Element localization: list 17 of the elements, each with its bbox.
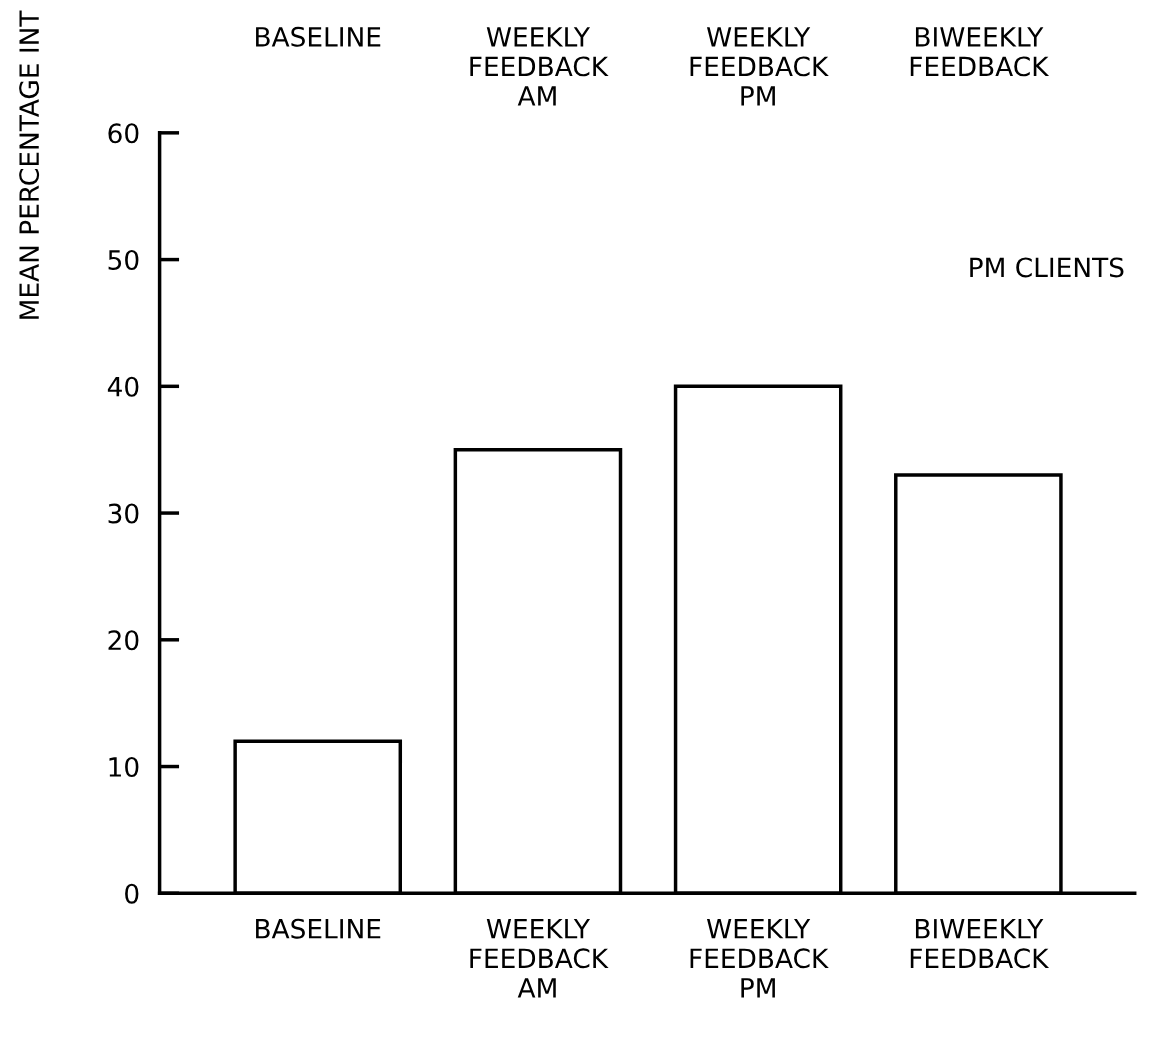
x-tick-label: WEEKLY FEEDBACK PM [690, 919, 829, 998]
y-tick-label: 0 [125, 883, 139, 904]
y-tick-label: 20 [108, 630, 139, 651]
y-axis-title: MEAN PERCENTAGE INT [19, 10, 40, 319]
x-tick-label: BIWEEKLY FEEDBACK [910, 919, 1050, 969]
y-tick-label: 50 [108, 250, 139, 270]
y-tick-label: 10 [109, 756, 139, 777]
text: BASELINE [256, 26, 381, 47]
text: BIWEEKLY FEEDBACK [910, 27, 1050, 77]
annotation: PM CLIENTS [970, 257, 1124, 278]
text: WEEKLY FEEDBACK AM [470, 27, 609, 106]
x-tick-label: BASELINE [256, 918, 381, 939]
y-tick-label: 40 [107, 376, 139, 397]
y-tick-label: 60 [108, 123, 139, 144]
text: WEEKLY FEEDBACK PM [690, 27, 829, 106]
x-tick-label: WEEKLY FEEDBACK AM [470, 919, 609, 998]
y-tick-label: 30 [108, 503, 139, 524]
